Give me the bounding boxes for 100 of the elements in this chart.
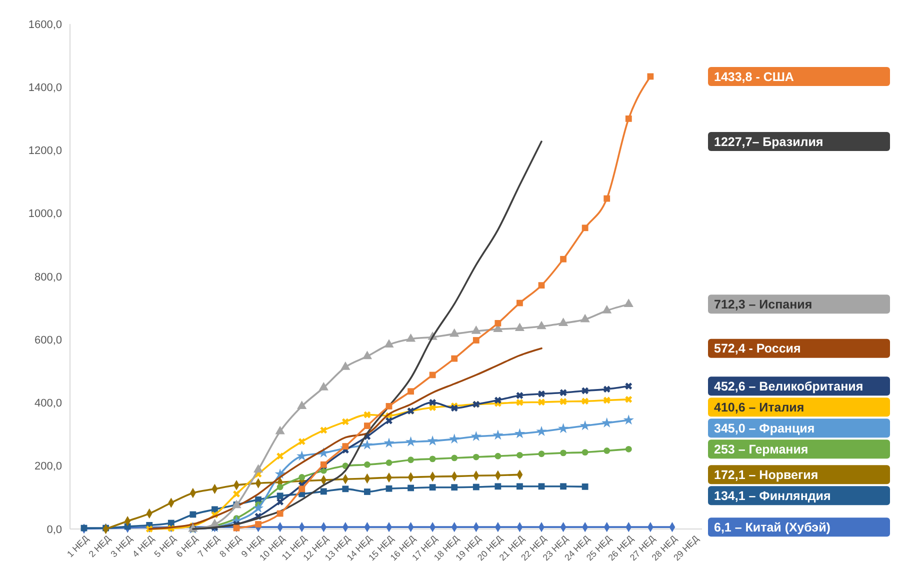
point	[472, 484, 480, 490]
point	[560, 398, 567, 405]
point	[318, 382, 328, 390]
point	[514, 322, 525, 332]
point	[451, 484, 458, 491]
point	[427, 435, 438, 446]
point	[255, 521, 262, 528]
point	[538, 390, 545, 398]
y-tick-label: 1600,0	[28, 18, 62, 31]
point	[297, 400, 307, 409]
point	[451, 355, 458, 362]
point	[298, 486, 306, 492]
point	[449, 433, 460, 444]
point	[580, 420, 590, 430]
point	[494, 396, 502, 404]
point	[429, 484, 436, 491]
point	[364, 422, 370, 429]
point	[298, 474, 306, 480]
point	[516, 452, 523, 458]
text: 345,0 – Франция	[714, 422, 815, 436]
point	[470, 430, 482, 442]
point	[560, 450, 566, 456]
point	[603, 396, 610, 404]
y-tick-label: 1000,0	[28, 208, 62, 220]
text: 134,1 – Финляндия	[714, 489, 831, 504]
point	[384, 438, 394, 448]
point	[623, 414, 634, 425]
point	[190, 511, 196, 518]
point	[625, 396, 632, 403]
point	[494, 483, 502, 490]
point	[580, 314, 590, 322]
point	[538, 450, 545, 458]
point	[538, 483, 545, 490]
point	[451, 454, 458, 462]
y-tick-label: 400,0	[34, 398, 62, 410]
text: 572,4 - Россия	[714, 342, 801, 356]
text: 410,6 – Италия	[714, 400, 804, 415]
point	[276, 510, 284, 517]
point	[233, 524, 240, 532]
point	[558, 423, 569, 434]
point	[320, 426, 328, 434]
point	[582, 398, 589, 405]
point	[582, 224, 588, 232]
point	[602, 305, 612, 314]
point	[362, 439, 373, 450]
point	[386, 403, 392, 410]
point	[276, 498, 284, 506]
text: 712,3 – Испания	[714, 298, 812, 312]
point	[450, 328, 460, 337]
text: 253 – Германия	[714, 442, 808, 457]
point	[408, 456, 414, 464]
point	[516, 392, 524, 399]
point	[516, 300, 523, 306]
text: 1227,7– Бразилия	[714, 134, 824, 149]
point	[602, 417, 612, 428]
y-tick-label: 1400,0	[28, 82, 62, 94]
text: 1433,8 - США	[714, 70, 794, 84]
point	[212, 506, 218, 513]
point	[429, 372, 436, 378]
point	[604, 448, 610, 454]
point	[472, 337, 480, 344]
point	[538, 282, 545, 289]
point	[472, 454, 480, 460]
point	[560, 483, 566, 490]
point	[625, 382, 632, 390]
point	[429, 456, 436, 462]
point	[405, 436, 416, 446]
point	[514, 428, 526, 438]
point	[560, 256, 566, 262]
point	[276, 452, 284, 460]
point	[320, 488, 327, 495]
point	[276, 484, 284, 490]
point	[298, 438, 306, 446]
point	[276, 492, 284, 500]
point	[429, 398, 436, 406]
point	[253, 464, 264, 472]
point	[625, 446, 632, 452]
point	[450, 404, 458, 412]
point	[558, 318, 568, 326]
point	[408, 484, 414, 492]
point	[362, 350, 372, 360]
y-tick-label: 200,0	[34, 460, 62, 473]
text: 172,1 – Норвегия	[714, 468, 818, 482]
point	[408, 388, 414, 395]
point	[536, 426, 547, 436]
point	[604, 195, 610, 202]
point	[471, 326, 481, 334]
point	[80, 524, 88, 532]
point	[582, 387, 589, 394]
y-tick-label: 0,0	[46, 524, 62, 536]
y-tick-label: 1200,0	[28, 145, 62, 158]
point	[364, 411, 371, 418]
text: 6,1 – Китай (Хубэй)	[714, 520, 830, 534]
point	[406, 333, 416, 342]
point	[494, 320, 502, 326]
point	[342, 486, 349, 492]
point	[233, 490, 240, 498]
point	[364, 461, 370, 468]
point	[364, 488, 370, 495]
point	[494, 452, 502, 460]
